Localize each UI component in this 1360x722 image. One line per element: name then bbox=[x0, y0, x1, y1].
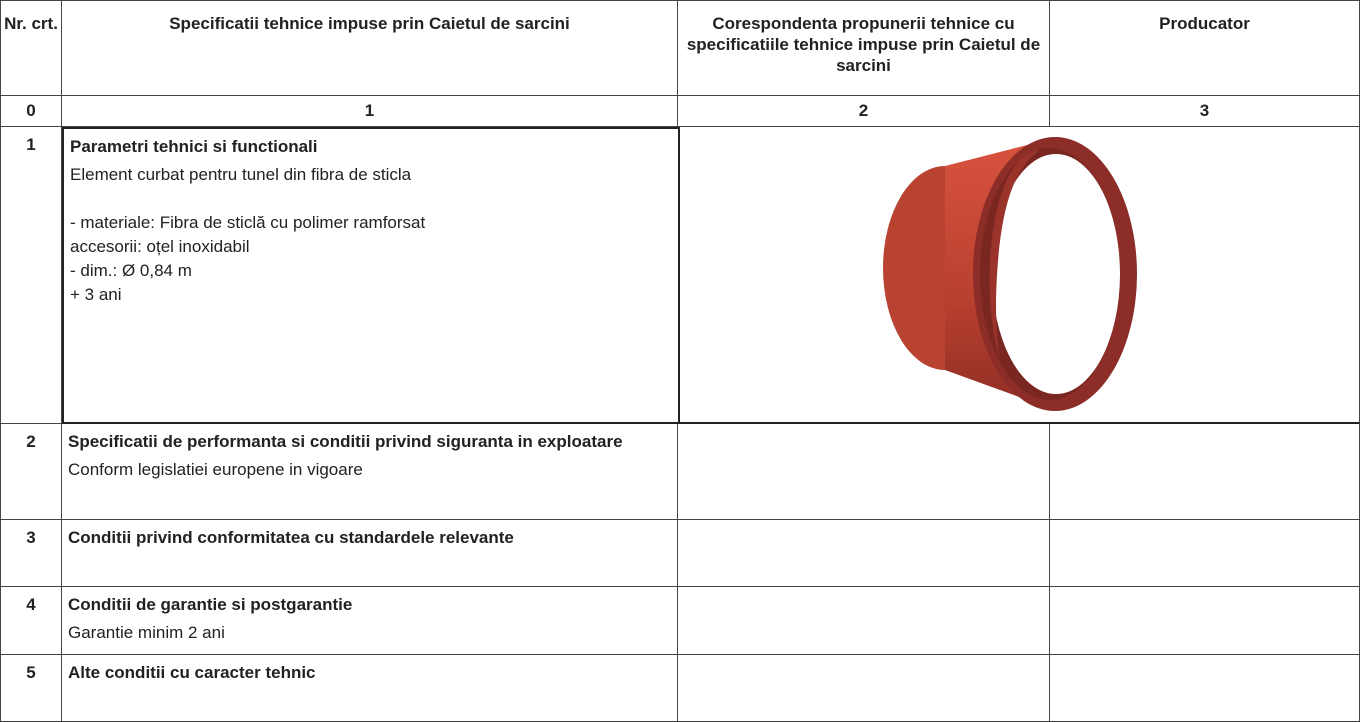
proposal-cell bbox=[678, 520, 1050, 587]
spec-cell: Parametri tehnici si functionali Element … bbox=[62, 127, 680, 424]
index-cell: 2 bbox=[678, 96, 1050, 127]
spec-title: Specificatii de performanta si conditii … bbox=[68, 432, 623, 451]
spec-detail: + 3 ani bbox=[70, 285, 122, 304]
spec-text: Element curbat pentru tunel din fibra de… bbox=[70, 165, 412, 184]
proposal-cell bbox=[678, 587, 1050, 655]
proposal-cell bbox=[678, 424, 1050, 520]
spec-text: Conform legislatiei europene in vigoare bbox=[68, 460, 363, 479]
row-number: 3 bbox=[0, 520, 62, 587]
header-text: Producator bbox=[1159, 14, 1250, 33]
header-text: Corespondenta propunerii tehnice cu spec… bbox=[686, 14, 1041, 75]
index-cell: 0 bbox=[0, 96, 62, 127]
header-cell: Nr. crt. bbox=[0, 0, 62, 96]
index-cell: 1 bbox=[62, 96, 678, 127]
spec-title: Alte conditii cu caracter tehnic bbox=[68, 663, 316, 682]
spec-cell: Conditii privind conformitatea cu standa… bbox=[62, 520, 678, 587]
spec-detail: - materiale: Fibra de sticlă cu polimer … bbox=[70, 213, 426, 232]
row-number: 2 bbox=[0, 424, 62, 520]
spec-detail: accesorii: oțel inoxidabil bbox=[70, 237, 250, 256]
header-cell: Specificatii tehnice impuse prin Caietul… bbox=[62, 0, 678, 96]
row-number: 4 bbox=[0, 587, 62, 655]
spec-title: Conditii privind conformitatea cu standa… bbox=[68, 528, 514, 547]
spec-title: Conditii de garantie si postgarantie bbox=[68, 595, 353, 614]
row-number: 1 bbox=[0, 127, 62, 424]
header-cell: Corespondenta propunerii tehnice cu spec… bbox=[678, 0, 1050, 96]
spec-text: Garantie minim 2 ani bbox=[68, 623, 225, 642]
spec-cell: Specificatii de performanta si conditii … bbox=[62, 424, 678, 520]
spec-title: Parametri tehnici si functionali bbox=[70, 137, 318, 156]
spec-cell: Conditii de garantie si postgarantie Gara… bbox=[62, 587, 678, 655]
spec-detail: - dim.: Ø 0,84 m bbox=[70, 261, 192, 280]
header-text: Nr. crt. bbox=[4, 14, 58, 33]
header-text: Specificatii tehnice impuse prin Caietul… bbox=[169, 14, 570, 33]
